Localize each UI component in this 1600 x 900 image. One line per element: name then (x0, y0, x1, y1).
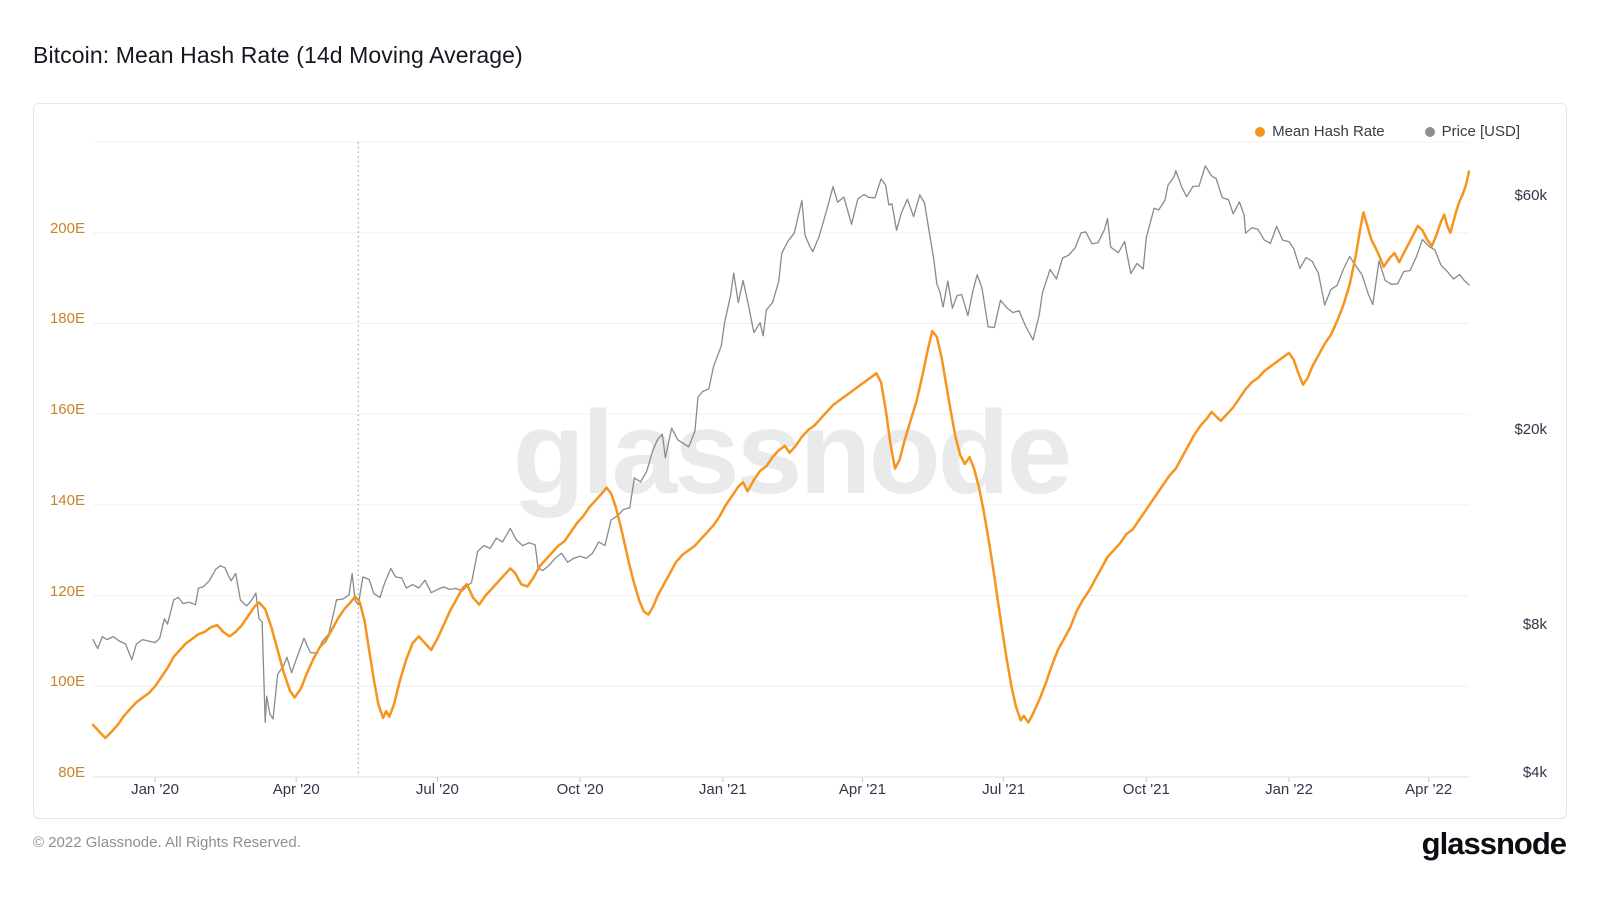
x-axis-label: Jan '22 (1265, 781, 1313, 798)
x-axis-label: Jan '20 (131, 781, 179, 798)
x-axis-label: Jul '20 (415, 781, 459, 798)
x-axis-label: Oct '21 (1122, 781, 1170, 798)
y-axis-label-price: $4k (1522, 763, 1547, 781)
y-axis-label-hashrate: 180E (49, 310, 85, 328)
chart-legend: Mean Hash Rate Price [USD] (1255, 123, 1520, 140)
x-axis-label: Apr '20 (272, 781, 320, 798)
page-title: Bitcoin: Mean Hash Rate (14d Moving Aver… (33, 42, 523, 68)
chart-gridlines (93, 141, 1469, 782)
x-axis-label: Jan '21 (698, 781, 747, 798)
y-axis-label-price: $60k (1514, 186, 1547, 204)
x-axis-label: Jul '21 (982, 781, 1026, 798)
legend-dot-icon (1255, 126, 1266, 137)
y-axis-label-price: $8k (1522, 616, 1547, 634)
legend-item-mean-hash-rate[interactable]: Mean Hash Rate (1255, 123, 1385, 140)
chart-card: Mean Hash Rate Price [USD] glassnode 200… (33, 103, 1567, 819)
watermark: glassnode (512, 387, 1073, 519)
y-axis-label-hashrate: 100E (49, 673, 85, 691)
y-axis-label-hashrate: 80E (58, 764, 85, 781)
y-axis-label-price: $20k (1514, 420, 1547, 438)
x-axis-label: Oct '20 (556, 781, 604, 798)
legend-label-mean-hash-rate: Mean Hash Rate (1272, 123, 1385, 140)
legend-dot-icon (1424, 126, 1435, 137)
legend-item-price-usd[interactable]: Price [USD] (1424, 123, 1520, 140)
x-axis-label: Apr '22 (1405, 781, 1453, 798)
chart-canvas[interactable] (34, 104, 1564, 816)
y-axis-label-hashrate: 160E (49, 401, 85, 419)
copyright-text: © 2022 Glassnode. All Rights Reserved. (33, 834, 301, 851)
legend-label-price-usd: Price [USD] (1441, 123, 1520, 140)
y-axis-label-hashrate: 120E (49, 582, 85, 600)
x-axis-label: Apr '21 (838, 781, 886, 798)
y-axis-label-hashrate: 140E (49, 491, 85, 509)
y-axis-label-hashrate: 200E (49, 219, 85, 237)
glassnode-logo: glassnode (1421, 826, 1567, 861)
